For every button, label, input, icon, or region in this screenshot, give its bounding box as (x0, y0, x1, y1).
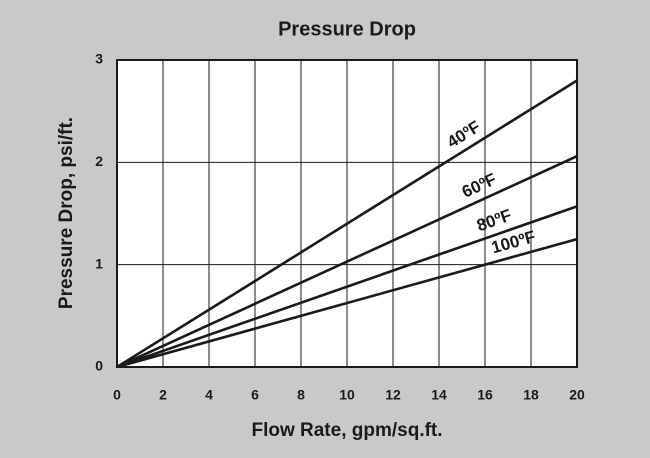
x-tick-label: 2 (159, 387, 167, 403)
x-tick-label: 8 (297, 387, 305, 403)
x-tick-label: 12 (385, 387, 401, 403)
x-tick-label: 10 (339, 387, 355, 403)
x-tick-label: 18 (523, 387, 539, 403)
x-tick-label: 20 (569, 387, 585, 403)
series-line (116, 205, 578, 369)
y-tick-label: 3 (95, 51, 103, 67)
y-tick-label: 1 (95, 255, 103, 271)
x-tick-label: 0 (113, 387, 121, 403)
chart-title: Pressure Drop (278, 18, 416, 40)
y-tick-label: 0 (95, 358, 103, 374)
plot-frame (116, 59, 578, 368)
x-tick-label: 4 (205, 387, 213, 403)
x-tick-label: 14 (431, 387, 447, 403)
series-line (116, 237, 578, 369)
x-tick-label: 6 (251, 387, 259, 403)
x-tick-label: 16 (477, 387, 493, 403)
y-axis-label: Pressure Drop, psi/ft. (56, 117, 77, 309)
series-line (116, 155, 578, 369)
series-line (116, 79, 578, 369)
y-tick-label: 2 (95, 153, 103, 169)
x-axis-label: Flow Rate, gpm/sq.ft. (251, 420, 442, 441)
